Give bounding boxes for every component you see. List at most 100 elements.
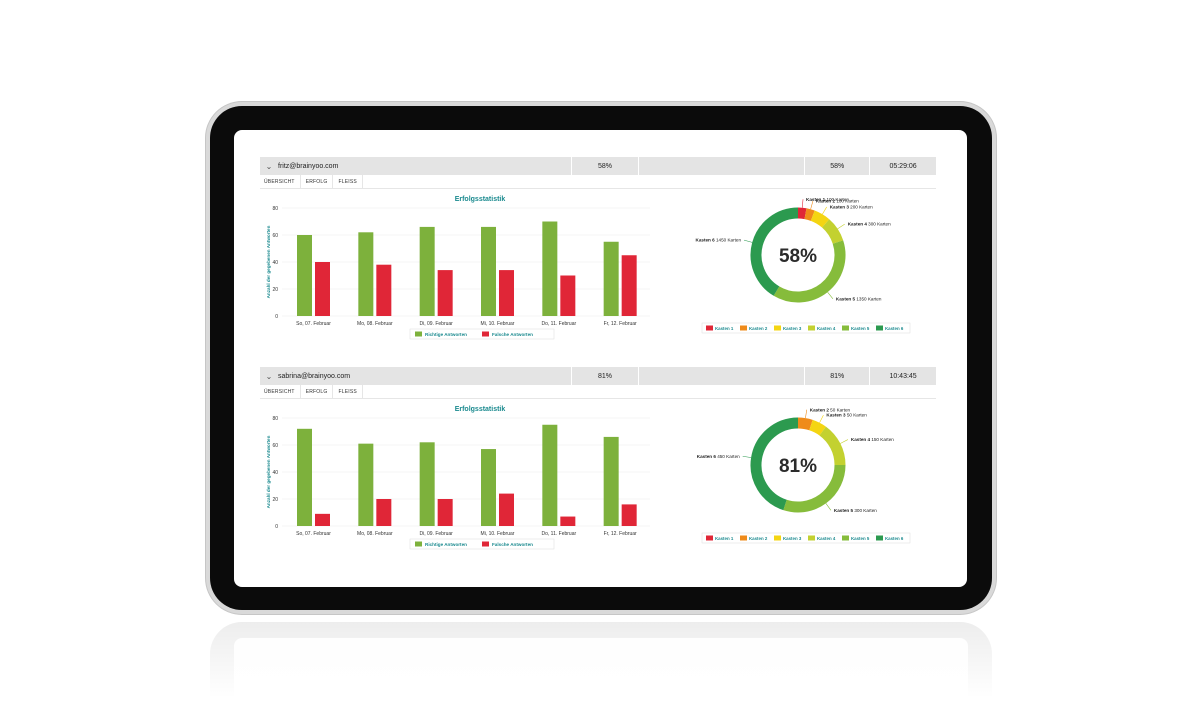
tab-diligence[interactable]: FLEISS <box>333 175 363 188</box>
bar-wrong <box>621 504 637 526</box>
bar-correct <box>542 221 558 316</box>
donut-label-name: Kasten 6 <box>697 454 717 459</box>
y-tick-label: 80 <box>272 206 278 212</box>
donut-label-detail: 300 Karten <box>867 222 891 227</box>
chevron-down-icon[interactable]: ⌄ <box>265 371 273 381</box>
bar-chart: Erfolgsstatistik Anzahl der gegebenen Ant… <box>260 401 660 551</box>
donut-chart: Kasten 2 50 Karten Kasten 3 50 Karten Kast… <box>660 389 936 549</box>
legend-swatch-correct <box>415 541 422 547</box>
donut-label: Kasten 1 100 Karten <box>806 197 849 202</box>
leader-line <box>822 206 827 215</box>
donut-chart: Kasten 1 100 Karten Kasten 2 100 Karten Ka… <box>660 179 936 339</box>
bar-correct <box>419 442 435 526</box>
bar-wrong <box>499 493 514 526</box>
donut-label: Kasten 3 200 Karten <box>830 205 873 210</box>
legend-swatch <box>842 535 849 541</box>
tab-diligence[interactable]: FLEISS <box>333 385 363 398</box>
bar-correct <box>297 235 312 316</box>
tab-success[interactable]: ERFOLG <box>301 385 334 398</box>
success-rate: 81% <box>571 367 638 385</box>
donut-segment <box>773 240 846 303</box>
y-tick-label: 0 <box>275 314 278 320</box>
donut-center-value: 58% <box>779 246 817 267</box>
donut-label-name: Kasten 2 <box>816 199 836 204</box>
legend-label-correct: Richtige Antworten <box>425 332 467 337</box>
legend-swatch <box>876 535 883 541</box>
y-tick-label: 20 <box>272 287 278 293</box>
user-email: fritz@brainyoo.com <box>278 162 339 170</box>
bar-wrong <box>560 275 576 316</box>
bar-correct <box>603 436 619 526</box>
bar-wrong <box>315 513 330 526</box>
donut-label-name: Kasten 2 <box>810 407 830 412</box>
donut-label-detail: 1350 Karten <box>855 296 882 301</box>
donut-label-detail: 150 Karten <box>870 437 894 442</box>
legend-label: Kasten 5 <box>851 536 870 541</box>
legend-swatch <box>706 535 713 541</box>
bar-correct <box>481 226 496 316</box>
x-tick-label: Mo, 08. Februar <box>357 321 393 327</box>
donut-segment <box>797 417 813 431</box>
user-row-header[interactable]: ⌄ fritz@brainyoo.com 58% 58% 05:29:06 <box>260 157 936 175</box>
legend-label: Kasten 4 <box>817 536 836 541</box>
x-tick-label: Mo, 08. Februar <box>357 531 393 537</box>
donut-segment <box>797 207 807 220</box>
donut-label-name: Kasten 4 <box>848 222 868 227</box>
progress-rate: 58% <box>804 157 869 175</box>
bar-chart-svg: Erfolgsstatistik Anzahl der gegebenen Ant… <box>266 406 650 550</box>
chart-legend: Richtige Antworten Falsche Antworten <box>409 538 555 550</box>
learning-time: 05:29:06 <box>869 157 936 175</box>
legend-swatch <box>808 325 815 331</box>
x-tick-label: Mi, 10. Februar <box>481 531 515 537</box>
success-rate: 58% <box>571 157 638 175</box>
legend-swatch <box>740 535 747 541</box>
tab-overview[interactable]: ÜBERSICHT <box>260 175 301 188</box>
donut-legend: Kasten 1 Kasten 2 Kasten 3 Kasten 4 Kasten 5… <box>701 322 911 334</box>
y-axis-label: Anzahl der gegebenen Antworten <box>266 225 271 298</box>
empty-cell <box>637 367 805 385</box>
donut-segment <box>750 207 799 296</box>
leader-line <box>742 455 752 458</box>
tab-success[interactable]: ERFOLG <box>301 175 334 188</box>
bar-wrong <box>499 270 514 316</box>
legend-swatch-wrong <box>482 541 489 547</box>
empty-cell <box>637 157 805 175</box>
donut-segment <box>810 210 830 228</box>
bar-correct <box>358 443 374 526</box>
bar-wrong <box>315 262 330 316</box>
chevron-down-icon[interactable]: ⌄ <box>265 161 273 171</box>
user-panel: ⌄ fritz@brainyoo.com 58% 58% 05:29:06 ÜB… <box>260 157 936 340</box>
legend-label: Kasten 6 <box>885 536 904 541</box>
x-tick-label: So, 07. Februar <box>296 531 331 537</box>
leader-line <box>825 503 832 511</box>
y-tick-label: 0 <box>275 524 278 530</box>
leader-line <box>810 200 814 210</box>
bar-correct <box>603 241 619 316</box>
bar-correct <box>358 232 374 316</box>
donut-label-detail: 1450 Karten <box>715 238 742 243</box>
y-tick-label: 40 <box>272 260 278 266</box>
legend-label: Kasten 2 <box>749 536 768 541</box>
donut-label: Kasten 6 1450 Karten <box>696 238 742 243</box>
donut-label-detail: 100 Karten <box>825 197 849 202</box>
legend-swatch <box>774 325 781 331</box>
donut-label-name: Kasten 4 <box>851 437 871 442</box>
donut-label-name: Kasten 5 <box>834 508 854 513</box>
user-row-header[interactable]: ⌄ sabrina@brainyoo.com 81% 81% 10:43:45 <box>260 367 936 385</box>
leader-line <box>743 239 753 243</box>
legend-label: Kasten 5 <box>851 326 870 331</box>
bar-wrong <box>437 499 453 526</box>
tab-overview[interactable]: ÜBERSICHT <box>260 385 301 398</box>
donut-segment <box>783 464 846 513</box>
donut-label-detail: 50 Karten <box>829 407 851 412</box>
donut-label-name: Kasten 1 <box>806 197 826 202</box>
legend-swatch <box>842 325 849 331</box>
donut-label: Kasten 2 100 Karten <box>816 199 859 204</box>
donut-label-detail: 100 Karten <box>835 199 859 204</box>
y-tick-label: 60 <box>272 443 278 449</box>
bar-wrong <box>437 270 453 316</box>
bar-chart: Erfolgsstatistik Anzahl der gegebenen Ant… <box>260 191 660 341</box>
bar-correct <box>297 428 312 526</box>
leader-line <box>801 199 804 208</box>
